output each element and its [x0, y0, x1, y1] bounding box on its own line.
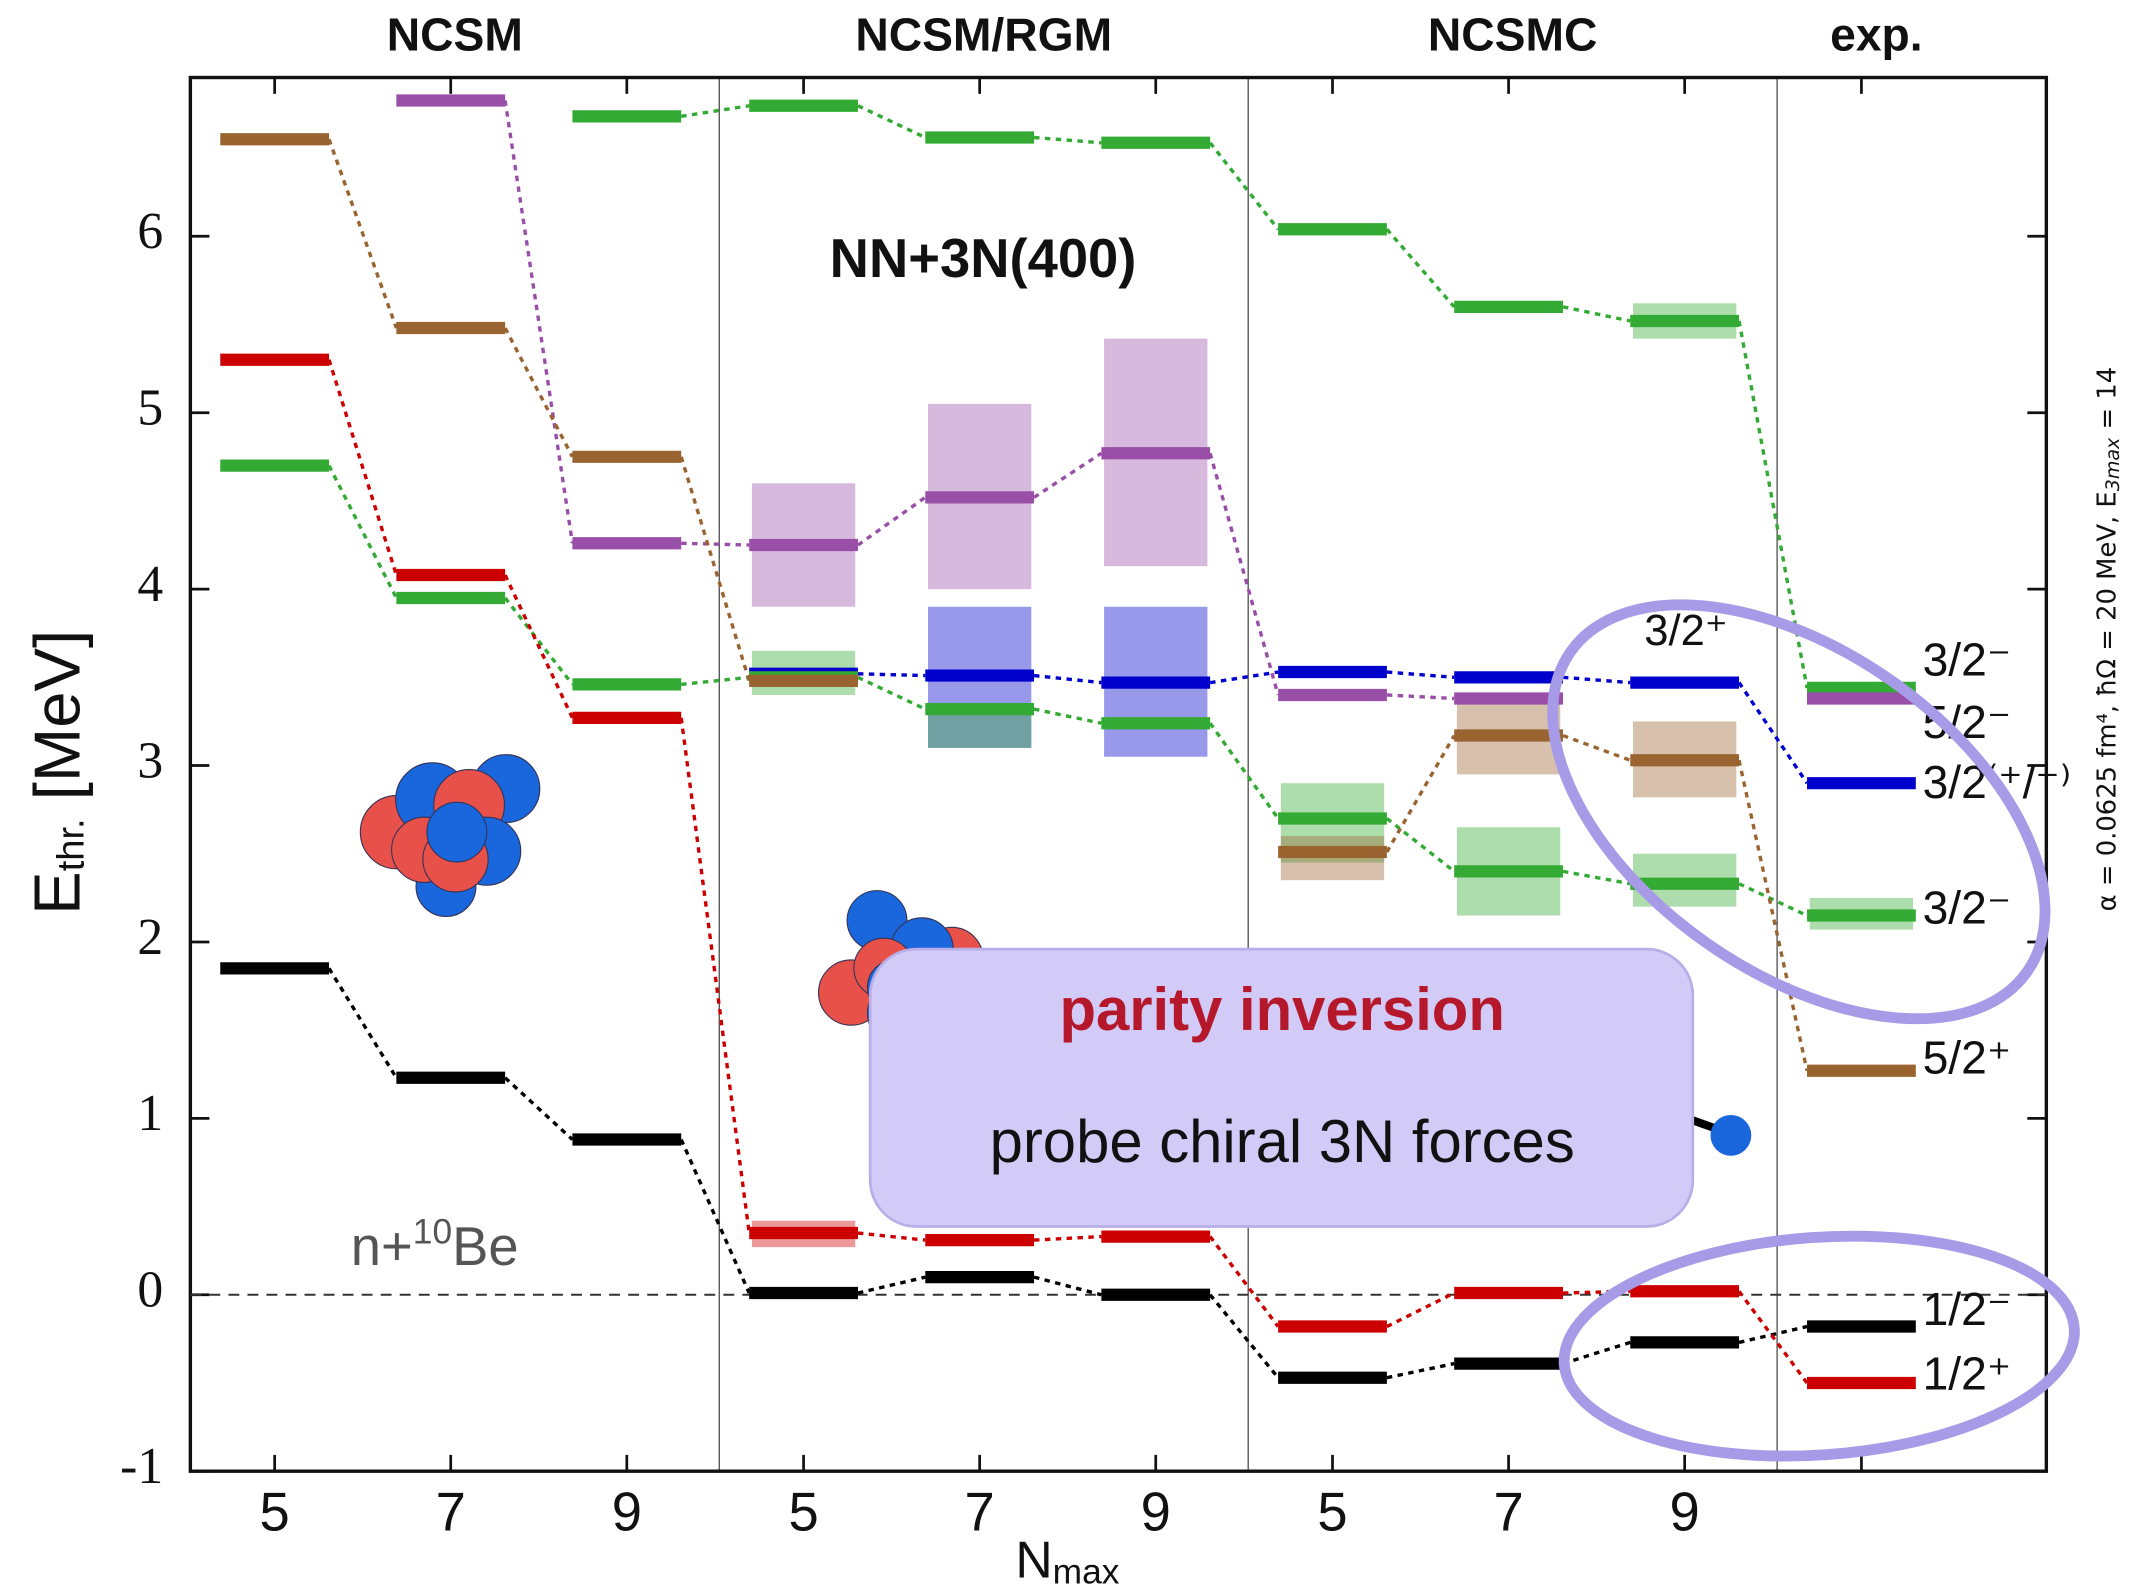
y-tick-label: 0: [137, 1262, 163, 1319]
level-connector: [329, 139, 396, 328]
neutron-icon: [1710, 1115, 1751, 1156]
level-label: 1/2⁺: [1923, 1348, 2012, 1400]
level-label: 3/2⁻: [1923, 882, 2012, 934]
level-connector: [1739, 683, 1807, 784]
x-tick-label: 5: [1317, 1481, 1347, 1542]
level-connector: [858, 677, 925, 709]
level-connector: [329, 466, 396, 598]
level-connector: [1034, 453, 1101, 497]
level-connector: [505, 575, 572, 718]
x-tick-label: 9: [1670, 1481, 1700, 1542]
level-connector: [858, 674, 925, 676]
target-part: n+: [351, 1216, 413, 1277]
side-note-part: = 14: [2092, 367, 2122, 438]
y-label-part: E: [21, 871, 94, 915]
chart: -10123456579579579 3/2⁻5/2⁻3/2⁽⁺/⁻⁾3/2⁻5…: [0, 0, 2132, 1594]
y-tick-label: 1: [137, 1085, 163, 1142]
y-tick-label: -1: [120, 1438, 163, 1495]
level-label: 5/2⁺: [1923, 1031, 2012, 1083]
callout-text: probe chiral 3N forces: [990, 1108, 1575, 1175]
level-connector: [681, 543, 749, 545]
x-tick-label: 5: [788, 1481, 818, 1542]
target-label: n+10Be: [351, 1213, 519, 1277]
level-connector: [1034, 1237, 1101, 1241]
level-connector: [1210, 143, 1278, 229]
annotations: parity inversion probe chiral 3N forces …: [21, 8, 2124, 1592]
y-label-part: thr.: [50, 818, 92, 871]
side-note-part: α = 0.0625 fm⁴, ħΩ = 20 MeV, E: [2092, 491, 2122, 911]
level-connector: [858, 497, 925, 545]
level-connector: [1387, 1364, 1454, 1378]
level-connector: [1034, 1277, 1101, 1295]
level-connector: [681, 677, 749, 684]
level-connector: [1563, 871, 1630, 883]
target-part: Be: [452, 1216, 519, 1277]
level-connector: [505, 328, 572, 457]
level-connector: [1387, 736, 1454, 852]
callout-title: parity inversion: [1059, 976, 1504, 1043]
level-connector: [1387, 1293, 1454, 1327]
level-connector: [1034, 137, 1101, 142]
y-tick-label: 2: [137, 909, 163, 966]
level-connector: [1563, 1342, 1630, 1363]
level-connector: [329, 968, 396, 1077]
level-connector: [1387, 695, 1454, 699]
side-note-part: 3max: [2101, 437, 2123, 491]
level-connector: [681, 457, 749, 681]
group-title: NCSM: [387, 8, 523, 60]
side-note: α = 0.0625 fm⁴, ħΩ = 20 MeV, E3max = 14: [2092, 367, 2123, 912]
x-label-part: N: [1015, 1530, 1052, 1588]
level-connector: [505, 1078, 572, 1140]
x-tick-label: 7: [1493, 1481, 1523, 1542]
level-connector: [1387, 818, 1454, 871]
level-connector: [858, 106, 925, 138]
level-connector: [1739, 760, 1807, 1070]
level-connector: [1034, 709, 1101, 723]
level-connector: [681, 106, 749, 117]
level-connector: [1210, 453, 1278, 695]
y-tick-label: 4: [137, 556, 163, 613]
level-connector: [681, 718, 749, 1233]
x-tick-label: 9: [1141, 1481, 1171, 1542]
x-axis-label: Nmax: [1015, 1530, 1119, 1592]
level-connector: [1563, 677, 1630, 682]
level-label: 1/2⁻: [1923, 1283, 2012, 1335]
x-tick-label: 9: [612, 1481, 642, 1542]
level-connector: [1739, 1291, 1807, 1383]
model-label: NN+3N(400): [830, 228, 1137, 289]
x-tick-label: 7: [965, 1481, 995, 1542]
y-tick-label: 3: [137, 732, 163, 789]
level-connector: [1210, 672, 1278, 683]
uncertainty-band: [1281, 836, 1384, 880]
y-label-part: [MeV]: [21, 630, 94, 819]
level-connector: [858, 1233, 925, 1240]
level-connector: [329, 360, 396, 575]
x-tick-label: 7: [436, 1481, 466, 1542]
y-axis-label: Ethr. [MeV]: [21, 630, 94, 915]
level-connector: [1563, 736, 1630, 761]
group-title: exp.: [1830, 8, 1922, 60]
level-connector: [1387, 229, 1454, 307]
level-connector: [1210, 723, 1278, 818]
target-part: 10: [413, 1213, 452, 1252]
group-title: NCSMC: [1428, 8, 1597, 60]
x-label-part: max: [1053, 1553, 1120, 1592]
state-label: 3/2⁺: [1644, 607, 1727, 655]
group-title: NCSM/RGM: [855, 8, 1112, 60]
y-tick-label: 6: [137, 203, 163, 260]
level-connector: [858, 1277, 925, 1293]
level-connector: [1210, 1295, 1278, 1378]
nucleus-icon: [360, 755, 539, 917]
level-label: 3/2⁻: [1923, 634, 2012, 686]
level-connector: [1034, 676, 1101, 683]
level-connector: [1210, 1237, 1278, 1327]
level-connector: [1563, 307, 1630, 321]
y-tick-label: 5: [137, 380, 163, 437]
level-connector: [505, 598, 572, 684]
level-connector: [1387, 672, 1454, 677]
level-connector: [505, 100, 572, 543]
x-tick-label: 5: [260, 1481, 290, 1542]
